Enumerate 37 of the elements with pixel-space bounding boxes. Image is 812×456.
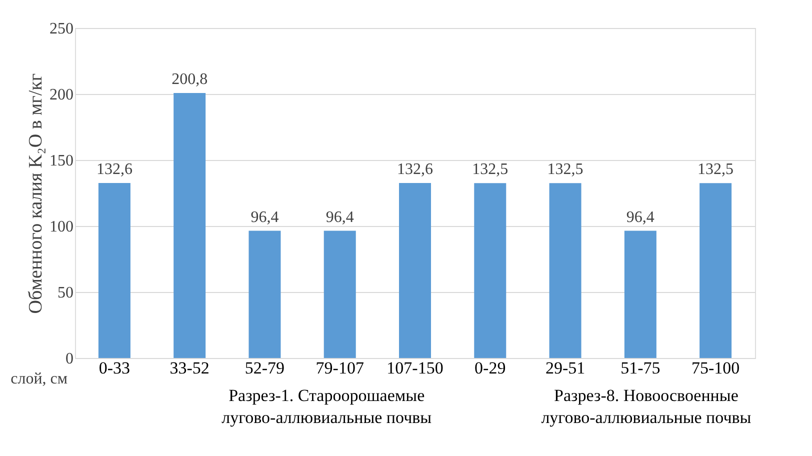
y-tick-label: 150	[50, 152, 74, 170]
y-tick-label: 0	[66, 350, 74, 368]
data-label: 132,6	[96, 160, 132, 178]
x-tick-label: 0-33	[98, 358, 130, 378]
x-tick-label: 29-51	[545, 358, 586, 378]
y-tick-label: 200	[50, 86, 74, 104]
data-label: 132,5	[472, 161, 508, 178]
y-tick-label: 100	[50, 218, 74, 236]
y-axis-title: Обменного калия K₂O в мг/кг	[26, 73, 46, 314]
x-tick-label: 33-52	[170, 358, 210, 378]
data-label: 132,5	[547, 161, 584, 178]
bar	[624, 230, 656, 358]
bar	[700, 183, 732, 358]
data-label: 96,4	[250, 208, 279, 226]
bar	[98, 182, 130, 358]
x-tick-label: 107-150	[386, 358, 444, 378]
bar	[324, 230, 356, 358]
x-tick-label: 51-75	[620, 358, 660, 378]
data-label: 96,4	[626, 208, 654, 226]
bar	[174, 92, 206, 358]
data-label: 200,8	[172, 70, 208, 88]
x-axis-title: слой, см	[10, 370, 68, 388]
data-label: 96,4	[326, 208, 354, 226]
bar	[399, 182, 431, 358]
bar	[474, 183, 506, 358]
text: Разрез-8. Новоосвоенные лугово-аллювиальные почвы	[541, 386, 752, 427]
y-tick-label: 250	[50, 20, 74, 38]
bar	[549, 183, 582, 358]
x-tick-label: 0-29	[474, 358, 506, 378]
bar	[248, 230, 281, 358]
data-label: 132,6	[397, 160, 433, 178]
data-label: 132,5	[698, 161, 734, 178]
y-tick-label: 50	[58, 284, 74, 302]
x-tick-label: 75-100	[691, 358, 740, 378]
x-tick-label: 79-107	[316, 358, 364, 378]
text: Разрез-1. Староорошаемые лугово-аллювиальные почвы	[222, 386, 432, 427]
x-tick-label: 52-79	[244, 358, 285, 378]
